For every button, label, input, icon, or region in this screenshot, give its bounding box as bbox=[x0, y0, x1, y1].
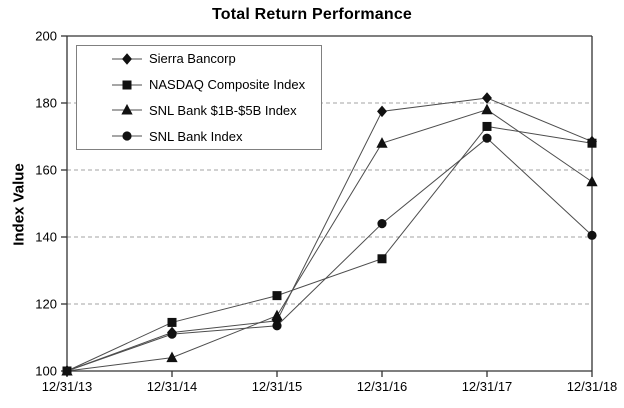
y-tick-label: 160 bbox=[35, 163, 57, 178]
y-tick-label: 180 bbox=[35, 96, 57, 111]
square-marker-icon bbox=[167, 317, 177, 327]
triangle-marker-icon bbox=[166, 351, 178, 363]
x-tick-label: 12/31/13 bbox=[42, 379, 93, 394]
series-nasdaq-composite-index bbox=[62, 121, 597, 376]
circle-marker-icon bbox=[272, 321, 282, 331]
square-marker-icon bbox=[587, 138, 597, 148]
series-line bbox=[66, 137, 593, 372]
y-tick-label: 140 bbox=[35, 230, 57, 245]
square-marker-icon bbox=[112, 80, 142, 90]
circle-marker-icon bbox=[122, 131, 132, 141]
legend-label: SNL Bank $1B-$5B Index bbox=[149, 102, 297, 118]
legend-item: NASDAQ Composite Index bbox=[112, 77, 321, 93]
triangle-marker-icon bbox=[112, 104, 142, 115]
circle-marker-icon bbox=[62, 366, 72, 376]
y-tick-label: 200 bbox=[35, 29, 57, 44]
x-tick-label: 12/31/15 bbox=[252, 379, 303, 394]
x-tick-label: 12/31/14 bbox=[147, 379, 198, 394]
triangle-marker-icon bbox=[376, 137, 388, 148]
legend-label: SNL Bank Index bbox=[149, 128, 243, 144]
series-line bbox=[66, 125, 593, 372]
chart-title: Total Return Performance bbox=[211, 6, 413, 23]
series-snl-bank-index bbox=[62, 133, 597, 376]
circle-marker-icon bbox=[377, 219, 387, 229]
series-line bbox=[66, 97, 593, 372]
legend: Sierra Bancorp NASDAQ Composite Index SN… bbox=[76, 45, 322, 150]
legend-label: Sierra Bancorp bbox=[149, 51, 236, 67]
series-line bbox=[66, 109, 593, 372]
diamond-marker-icon bbox=[482, 92, 492, 104]
circle-marker-icon bbox=[112, 131, 142, 141]
y-axis-label: Index Value bbox=[10, 163, 28, 246]
legend-item: SNL Bank $1B-$5B Index bbox=[112, 102, 321, 118]
triangle-marker-icon bbox=[121, 104, 133, 115]
square-marker-icon bbox=[272, 291, 282, 301]
circle-marker-icon bbox=[587, 230, 597, 240]
legend-item: Sierra Bancorp bbox=[112, 51, 321, 67]
triangle-marker-icon bbox=[586, 175, 598, 187]
y-tick-label: 100 bbox=[35, 364, 57, 379]
square-marker-icon bbox=[377, 254, 387, 264]
diamond-marker-icon bbox=[112, 53, 142, 65]
square-marker-icon bbox=[122, 80, 132, 90]
diamond-marker-icon bbox=[377, 105, 387, 118]
x-tick-label: 12/31/18 bbox=[567, 379, 618, 394]
triangle-marker-icon bbox=[481, 103, 493, 115]
x-tick-label: 12/31/16 bbox=[357, 379, 408, 394]
circle-marker-icon bbox=[482, 133, 492, 143]
legend-item: SNL Bank Index bbox=[112, 128, 321, 144]
square-marker-icon bbox=[482, 121, 492, 131]
circle-marker-icon bbox=[167, 329, 177, 339]
triangle-marker-icon bbox=[271, 309, 283, 321]
legend-label: NASDAQ Composite Index bbox=[149, 77, 306, 93]
diamond-marker-icon bbox=[122, 53, 132, 65]
x-tick-label: 12/31/17 bbox=[462, 379, 513, 394]
y-tick-label: 120 bbox=[35, 297, 57, 312]
